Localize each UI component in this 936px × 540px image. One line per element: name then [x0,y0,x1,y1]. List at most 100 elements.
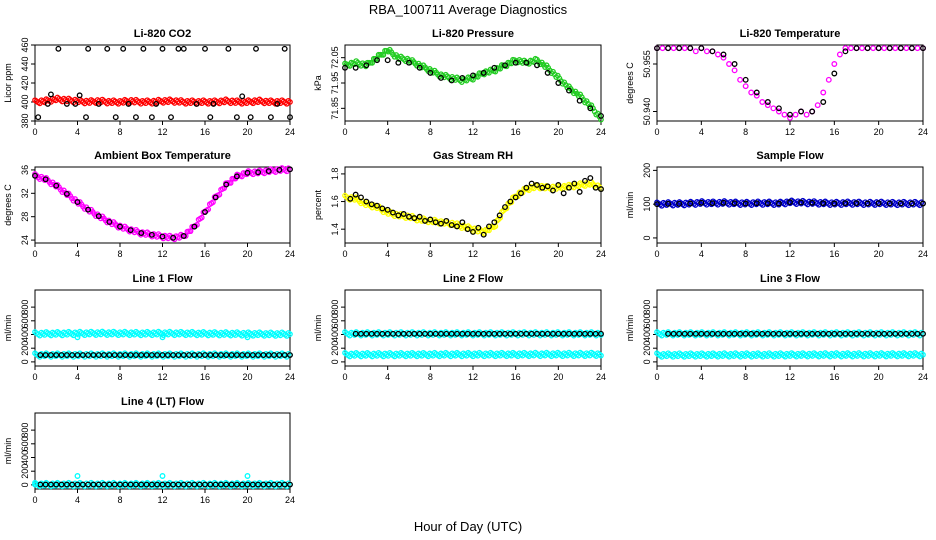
data-point [753,89,760,96]
data-point [281,45,288,52]
data-point [820,89,827,96]
series-3-cyan [74,334,251,341]
data-point [207,481,214,488]
data-point [820,99,827,105]
panel-title: Line 1 Flow [133,273,193,285]
x-tick-label: 8 [743,127,748,137]
data-point [101,481,108,488]
y-tick-label: 600 [330,313,340,328]
data-point [47,481,54,488]
y-axis-label: percent [313,189,323,220]
x-tick-label: 8 [117,372,122,382]
data-point [132,352,139,358]
data-point [411,215,418,222]
data-point [598,186,604,193]
data-point [764,102,771,109]
data-point [400,330,407,337]
data-point [416,213,423,220]
data-point [58,481,65,488]
data-point [665,45,672,52]
x-tick-label: 16 [511,372,521,382]
x-tick-label: 20 [242,495,252,505]
data-point [379,330,386,337]
data-point [571,330,578,337]
data-point [676,200,683,207]
data-point [395,212,402,219]
data-point [138,230,145,237]
data-point [127,481,134,488]
data-point [742,76,749,83]
panel-title: Gas Stream RH [433,150,513,162]
data-point [809,330,816,337]
data-point [148,481,155,488]
series-0-red [32,94,293,107]
x-axis: 0 4 8 12 16 20 24 [342,121,606,137]
y-tick-label: 800 [20,423,30,438]
x-tick-label: 12 [157,127,167,137]
series-1-black [37,481,293,488]
x-tick-label: 8 [743,372,748,382]
y-tick-label: 50.955 [642,50,652,78]
data-point [550,330,556,337]
data-point [920,351,926,358]
data-point [281,352,288,358]
data-point [47,352,54,358]
data-point [233,173,240,180]
data-point [104,45,111,52]
x-tick-label: 8 [117,127,122,137]
data-point [164,481,171,488]
data-point [253,45,259,52]
y-tick-label: 800 [330,300,340,315]
data-point [681,330,688,337]
data-point [748,89,755,96]
data-point [196,481,203,488]
data-point [903,45,910,52]
data-point [592,330,599,337]
data-point [842,200,849,207]
data-point [384,206,391,213]
panel-line1: Line 1 Flow ml/min 0 4 8 12 16 20 24 0 20040060080… [3,273,295,382]
data-point [210,199,216,206]
data-point [101,352,108,358]
data-point [223,481,230,488]
data-point [260,481,267,488]
data-point [555,80,562,86]
y-axis-label: degrees C [625,62,635,104]
data-point [363,198,370,205]
data-point [342,64,348,71]
data-point [892,330,899,337]
data-point [217,481,224,488]
data-point [217,352,224,358]
data-point [587,330,594,337]
data-point [502,330,508,337]
data-point [875,330,882,337]
data-point [875,200,882,207]
data-point [831,61,838,67]
data-point [443,217,450,224]
x-axis: 0 4 8 12 16 20 24 [654,121,928,137]
panel-title: Li-820 Pressure [432,28,514,40]
data-point [528,330,535,337]
data-point [470,330,476,337]
data-point [247,114,254,121]
x-tick-label: 24 [918,127,928,137]
panel-title: Li-820 CO2 [134,28,191,40]
data-point [486,330,492,337]
data-point [287,166,293,173]
series-2-black [665,330,926,337]
data-point [154,352,161,358]
data-point [792,111,799,118]
panel-line3: Line 3 Flow ml/min 0 4 8 12 16 20 24 0 20040060080… [625,273,928,382]
data-point [276,352,283,358]
data-point [787,330,793,337]
x-tick-label: 16 [829,372,839,382]
x-tick-label: 4 [75,495,80,505]
data-point [555,330,562,337]
data-point [598,330,604,337]
data-point [159,233,166,240]
data-point [742,330,749,337]
x-tick-label: 0 [32,249,37,259]
data-point [715,51,721,58]
